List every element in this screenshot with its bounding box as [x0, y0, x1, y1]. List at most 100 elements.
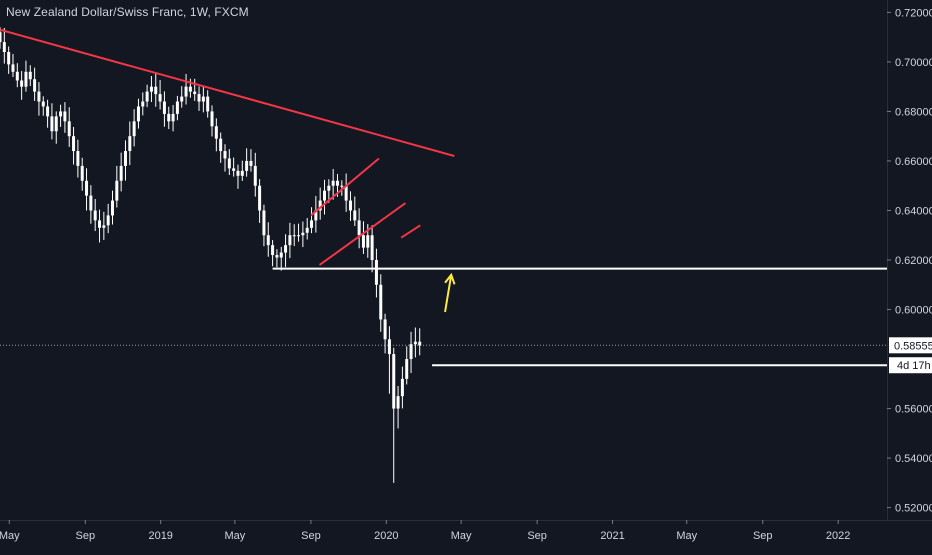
candle-body	[357, 220, 361, 236]
candle-body	[240, 170, 244, 176]
candle-body	[348, 200, 352, 211]
candle-body	[292, 235, 296, 237]
candle-body	[301, 232, 305, 236]
candle-body	[149, 86, 153, 92]
candle-body	[405, 359, 409, 379]
candle-body	[253, 165, 257, 186]
candle-body	[0, 32, 2, 43]
candle-body	[340, 185, 344, 187]
x-tick-label: May	[451, 530, 472, 542]
candle-body	[76, 151, 80, 166]
candle-body	[67, 121, 71, 137]
candle-body	[323, 190, 327, 201]
candle-body	[344, 185, 348, 201]
candle-body	[136, 106, 140, 122]
candle-body	[201, 96, 205, 102]
candle-body	[331, 180, 335, 186]
candle-body	[28, 71, 32, 80]
y-tick-label: 0.68000	[895, 106, 932, 118]
candle-body	[214, 126, 218, 139]
candle-body	[327, 185, 331, 191]
y-tick-label: 0.70000	[895, 57, 932, 69]
candle-body	[279, 252, 283, 258]
candle-body	[297, 235, 301, 237]
candle-body	[314, 210, 318, 221]
candle-body	[392, 354, 396, 409]
y-tick-label: 0.60000	[895, 305, 932, 317]
candle-body	[383, 319, 387, 340]
candle-body	[102, 225, 106, 228]
candle-body	[20, 80, 24, 87]
candle-body	[128, 136, 132, 152]
candle-body	[249, 160, 253, 166]
candle-body	[175, 101, 179, 114]
candle-body	[50, 116, 54, 132]
candle-body	[54, 116, 58, 132]
candle-body	[171, 113, 175, 122]
arrow-shaft	[444, 274, 453, 313]
x-tick-label: Sep	[76, 530, 96, 542]
candle-body	[366, 235, 370, 248]
x-tick-label: 2019	[148, 530, 172, 542]
candle-body	[2, 42, 6, 52]
x-tick-label: May	[0, 530, 20, 542]
candle-body	[409, 344, 413, 360]
candle-body	[46, 106, 50, 117]
x-tick-label: Sep	[527, 530, 547, 542]
candle-body	[162, 101, 166, 114]
candle-body	[115, 180, 119, 201]
candle-body	[258, 185, 262, 211]
candle-body	[400, 378, 404, 397]
x-tick-label: Sep	[301, 530, 321, 542]
trendline-downtrend	[0, 28, 455, 157]
candle-body	[154, 86, 158, 95]
candle-body	[206, 96, 210, 112]
candle-body	[210, 111, 214, 127]
candle-body	[266, 235, 270, 246]
candle-body	[374, 260, 378, 285]
candle-body	[223, 151, 227, 159]
candle-body	[132, 121, 136, 137]
candle-body	[387, 339, 391, 355]
candle-body	[236, 170, 240, 176]
candle-body	[379, 284, 383, 320]
candle-body	[123, 151, 127, 166]
candle-body	[396, 396, 400, 409]
candle-body	[93, 210, 97, 221]
trendline-channel-lower	[318, 202, 407, 266]
y-tick-label: 0.62000	[895, 255, 932, 267]
candle-body	[413, 341, 417, 345]
candle-body	[7, 52, 11, 65]
candle-body	[184, 86, 188, 97]
y-tick-label: 0.64000	[895, 205, 932, 217]
candle-body	[418, 341, 422, 346]
x-tick-label: 2022	[826, 530, 850, 542]
candle-body	[197, 94, 201, 102]
candle-body	[89, 195, 93, 211]
candle-body	[305, 227, 309, 233]
chart-title: New Zealand Dollar/Swiss Franc, 1W, FXCM	[6, 5, 249, 19]
candle-body	[110, 200, 114, 216]
candle-body	[85, 180, 89, 196]
candle-body	[284, 245, 288, 253]
candle-body	[145, 91, 149, 102]
candle-body	[227, 158, 231, 169]
y-tick-label: 0.52000	[895, 503, 932, 515]
arrow-head	[444, 272, 456, 285]
candle-body	[335, 180, 339, 186]
candle-body	[353, 210, 357, 221]
candle-body	[288, 235, 292, 246]
candle-body	[361, 235, 365, 248]
x-tick-label: 2020	[374, 530, 398, 542]
countdown-badge	[889, 357, 932, 374]
candle-body	[158, 94, 162, 102]
candle-body	[11, 64, 15, 72]
candle-body	[33, 79, 37, 92]
candle-body	[318, 200, 322, 211]
candle-body	[24, 71, 28, 87]
candle-body	[275, 255, 279, 258]
candle-body	[262, 210, 266, 236]
y-tick-label: 0.66000	[895, 156, 932, 168]
